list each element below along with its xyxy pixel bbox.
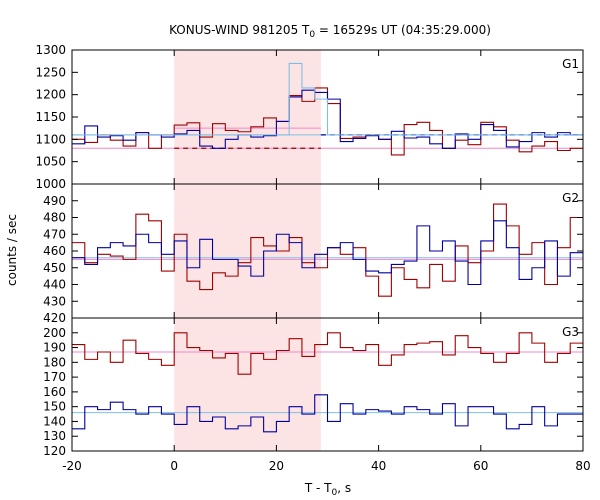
y-tick-label: 440 — [43, 278, 66, 292]
series-g3-0 — [72, 332, 583, 375]
y-tick-label: 120 — [43, 444, 66, 458]
x-tick-label: 0 — [170, 459, 178, 473]
y-tick-label: 480 — [43, 211, 66, 225]
y-tick-label: 450 — [43, 261, 66, 275]
y-tick-label: 1150 — [35, 110, 66, 124]
y-tick-label: 170 — [43, 370, 66, 384]
y-tick-label: 1200 — [35, 88, 66, 102]
x-tick-label: 20 — [269, 459, 284, 473]
y-tick-label: 150 — [43, 400, 66, 414]
y-tick-label: 1300 — [35, 43, 66, 57]
series-g3-1 — [72, 394, 583, 433]
panel-label-g1: G1 — [562, 57, 579, 71]
series-g2-0 — [72, 203, 583, 297]
highlight-interval — [174, 50, 321, 451]
x-tick-label: 40 — [371, 459, 386, 473]
y-tick-label: 190 — [43, 341, 66, 355]
series-g2-1 — [72, 220, 583, 286]
series-g1-2 — [72, 62, 583, 136]
x-axis-label: T - T0, s — [304, 481, 351, 498]
chart-title: KONUS-WIND 981205 T0 = 16529s UT (04:35:… — [169, 23, 491, 40]
y-tick-label: 160 — [43, 385, 66, 399]
y-tick-label: 1100 — [35, 132, 66, 146]
chart-title-subscript: 0 — [309, 30, 315, 40]
y-tick-label: 490 — [43, 194, 66, 208]
y-tick-label: 1000 — [35, 177, 66, 191]
y-tick-label: 430 — [43, 294, 66, 308]
y-tick-label: 470 — [43, 227, 66, 241]
y-tick-label: 460 — [43, 244, 66, 258]
x-tick-label: 80 — [575, 459, 590, 473]
panel-frame-g3 — [71, 317, 584, 452]
x-tick-label: -20 — [62, 459, 82, 473]
y-tick-label: 130 — [43, 429, 66, 443]
y-tick-label: 180 — [43, 355, 66, 369]
y-tick-label: 140 — [43, 414, 66, 428]
x-tick-label: 60 — [473, 459, 488, 473]
panel-label-g3: G3 — [562, 325, 579, 339]
y-tick-label: 1050 — [35, 155, 66, 169]
panel-label-g2: G2 — [562, 191, 579, 205]
y-tick-label: 420 — [43, 311, 66, 325]
y-axis-label: counts / sec — [5, 214, 19, 286]
y-tick-label: 200 — [43, 326, 66, 340]
y-tick-label: 1250 — [35, 65, 66, 79]
